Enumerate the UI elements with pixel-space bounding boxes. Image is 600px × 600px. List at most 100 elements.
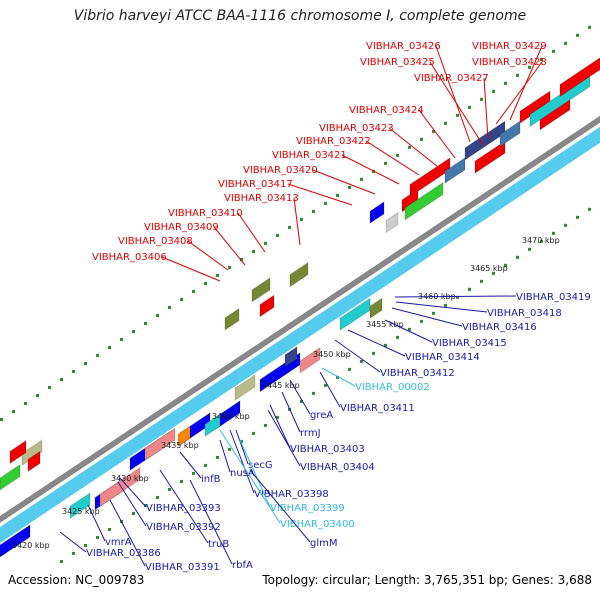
gene-label[interactable]: VIBHAR_03414: [405, 352, 480, 363]
label-connector: [347, 329, 406, 357]
reverse-gene[interactable]: [369, 297, 383, 320]
label-connector: [281, 391, 301, 433]
reverse-gene[interactable]: [0, 524, 31, 558]
tick-label: 3430 kbp: [111, 474, 149, 483]
gene-label[interactable]: VIBHAR_03403: [290, 444, 365, 455]
gene-label[interactable]: VIBHAR_03418: [487, 308, 562, 319]
reverse-gene[interactable]: [204, 413, 221, 438]
gene-label[interactable]: VIBHAR_03415: [432, 338, 507, 349]
gene-label[interactable]: VIBHAR_03428: [472, 57, 547, 68]
gene-label[interactable]: VIBHAR_03424: [349, 105, 424, 116]
reverse-gene[interactable]: [177, 425, 191, 448]
gene-label[interactable]: VIBHAR_03392: [146, 522, 221, 533]
label-connector: [483, 77, 489, 140]
gene-label[interactable]: VIBHAR_03386: [86, 548, 161, 559]
label-connector: [341, 154, 400, 185]
forward-gene[interactable]: [9, 439, 27, 465]
gene-label[interactable]: greA: [310, 410, 333, 421]
forward-gene[interactable]: [474, 140, 506, 175]
gene-label[interactable]: VIBHAR_03406: [92, 252, 167, 263]
gene-label[interactable]: VIBHAR_03399: [270, 503, 345, 514]
reverse-gene[interactable]: [69, 492, 91, 520]
gene-label[interactable]: VIBHAR_03411: [340, 403, 415, 414]
forward-gene[interactable]: [251, 276, 271, 303]
gene-label[interactable]: infB: [201, 474, 221, 485]
forward-gene[interactable]: [499, 120, 521, 148]
label-connector: [495, 61, 543, 125]
tick-label: 3470 kbp: [522, 236, 560, 245]
label-connector: [395, 301, 488, 313]
forward-gene[interactable]: [27, 450, 41, 473]
gene-label[interactable]: secG: [248, 460, 273, 471]
gene-label[interactable]: vmrA: [105, 537, 132, 548]
reverse-gene[interactable]: [299, 346, 321, 374]
gene-label[interactable]: VIBHAR_03416: [462, 322, 537, 333]
label-connector: [179, 451, 202, 479]
gene-label[interactable]: truB: [208, 539, 229, 550]
forward-gene[interactable]: [369, 200, 385, 225]
forward-gene[interactable]: [0, 463, 21, 491]
gene-label[interactable]: VIBHAR_03422: [296, 136, 371, 147]
tick-label: 3445 kbp: [262, 381, 300, 390]
label-connector: [365, 140, 420, 176]
gene-label[interactable]: VIBHAR_03420: [243, 165, 318, 176]
gene-label[interactable]: VIBHAR_03426: [366, 41, 441, 52]
forward-gene[interactable]: [224, 307, 240, 331]
tick-label: 3435 kbp: [161, 441, 199, 450]
forward-gene[interactable]: [444, 156, 466, 185]
gene-label[interactable]: VIBHAR_03421: [272, 150, 347, 161]
gene-label[interactable]: VIBHAR_03393: [146, 503, 221, 514]
label-connector: [213, 226, 246, 266]
reverse-gene[interactable]: [284, 345, 298, 368]
forward-gene[interactable]: [289, 261, 309, 288]
gene-label[interactable]: VIBHAR_03423: [319, 123, 394, 134]
gene-label[interactable]: VIBHAR_03410: [168, 208, 243, 219]
reverse-gene[interactable]: [234, 373, 256, 402]
reverse-gene[interactable]: [144, 427, 176, 462]
map-title: Vibrio harveyi ATCC BAA-1116 chromosome …: [73, 8, 527, 24]
forward-gene[interactable]: [559, 57, 600, 98]
label-connector: [235, 429, 249, 465]
gene-label[interactable]: VIBHAR_03409: [144, 222, 219, 233]
label-connector: [237, 212, 266, 253]
forward-gene[interactable]: [385, 211, 399, 234]
label-connector: [109, 499, 146, 567]
label-connector: [119, 477, 147, 508]
forward-gene[interactable]: [21, 439, 43, 467]
gene-label[interactable]: VIBHAR_03425: [360, 57, 435, 68]
gene-label[interactable]: VIBHAR_03408: [118, 236, 193, 247]
forward-gene[interactable]: [404, 181, 444, 221]
reverse-gene[interactable]: [99, 466, 141, 508]
label-connector: [391, 307, 463, 327]
gene-label[interactable]: VIBHAR_03413: [224, 193, 299, 204]
tick-label: 3450 kbp: [313, 350, 351, 359]
gene-label[interactable]: VIBHAR_03417: [218, 179, 293, 190]
topology-text: Topology: circular; Length: 3,765,351 bp…: [262, 573, 592, 587]
label-connector: [267, 409, 301, 467]
label-connector: [189, 479, 233, 565]
label-connector: [321, 367, 356, 387]
label-connector: [384, 319, 433, 343]
gene-label[interactable]: VIBHAR_03398: [254, 489, 329, 500]
gene-label[interactable]: VIBHAR_03412: [380, 368, 455, 379]
gene-label[interactable]: VIBHAR_03400: [280, 519, 355, 530]
forward-gene[interactable]: [259, 294, 275, 318]
gene-label[interactable]: VIBHAR_00002: [355, 382, 430, 393]
tick-label: 3465 kbp: [470, 264, 508, 273]
gene-label[interactable]: rbfA: [232, 560, 253, 571]
label-connector: [219, 439, 231, 473]
gene-label[interactable]: VIBHAR_03429: [472, 41, 547, 52]
backbone-grey-band: [0, 115, 600, 524]
gene-label[interactable]: nusA: [230, 468, 255, 479]
gene-label[interactable]: rrmJ: [300, 428, 321, 439]
label-connector: [287, 183, 353, 206]
gene-label[interactable]: VIBHAR_03404: [300, 462, 375, 473]
label-connector: [159, 469, 209, 544]
gene-label[interactable]: VIBHAR_03419: [516, 292, 591, 303]
gene-label[interactable]: glmM: [310, 538, 338, 549]
gene-label[interactable]: VIBHAR_03391: [145, 562, 220, 573]
label-connector: [293, 197, 301, 246]
label-connector: [429, 61, 484, 146]
gene-label[interactable]: VIBHAR_03427: [414, 73, 489, 84]
